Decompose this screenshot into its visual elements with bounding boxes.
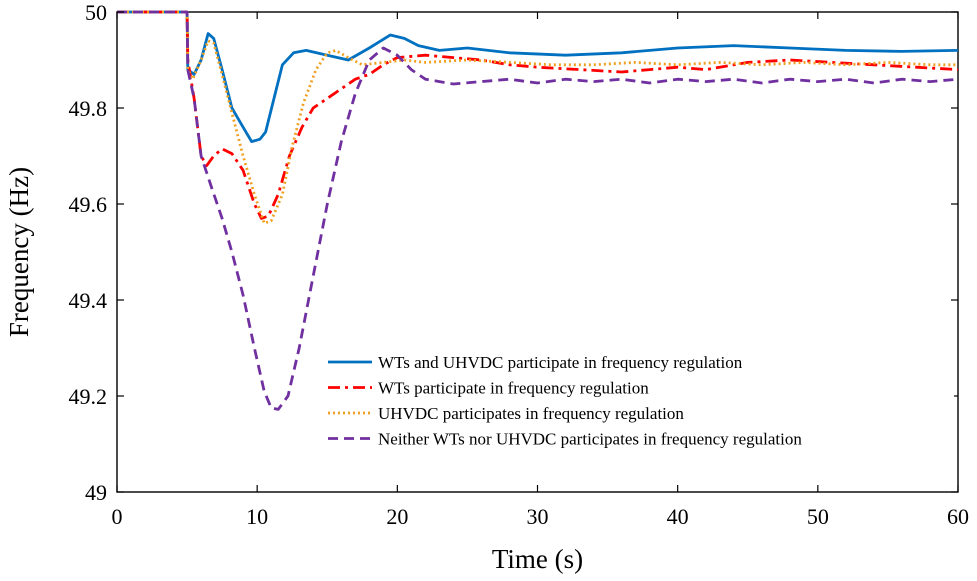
x-tick-label: 20: [386, 504, 408, 529]
y-tick-label: 49: [85, 480, 107, 505]
legend-label-4: Neither WTs nor UHVDC participates in fr…: [378, 430, 802, 449]
y-tick-label: 49.4: [69, 288, 108, 313]
legend-label-2: WTs participate in frequency regulation: [378, 379, 649, 398]
y-tick-label: 50: [85, 0, 107, 25]
x-tick-label: 10: [246, 504, 268, 529]
legend-box: [322, 347, 954, 455]
x-tick-label: 50: [807, 504, 829, 529]
ticks-layer: 0 10 20 30 40 50 60 49 49.2 49.4 49.6 49.8 50: [69, 0, 970, 529]
series-line-3: [117, 10, 958, 225]
x-axis-label: Time (s): [492, 544, 583, 574]
legend-label-1: WTs and UHVDC participate in frequency r…: [378, 353, 743, 372]
series-line-4: [117, 10, 958, 411]
x-tick-label: 30: [527, 504, 549, 529]
y-tick-label: 49.2: [69, 384, 108, 409]
series-layer: [117, 10, 958, 411]
legend-label-3: UHVDC participates in frequency regulati…: [378, 404, 684, 423]
legend: WTs and UHVDC participate in frequency r…: [322, 347, 954, 455]
series-line-2: [117, 10, 958, 220]
x-tick-label: 40: [667, 504, 689, 529]
y-tick-label: 49.8: [69, 96, 108, 121]
x-tick-label: 60: [947, 504, 969, 529]
series-line-1: [117, 10, 958, 143]
y-tick-label: 49.6: [69, 192, 108, 217]
x-tick-label: 0: [112, 504, 123, 529]
y-axis-label: Frequency (Hz): [4, 167, 34, 337]
